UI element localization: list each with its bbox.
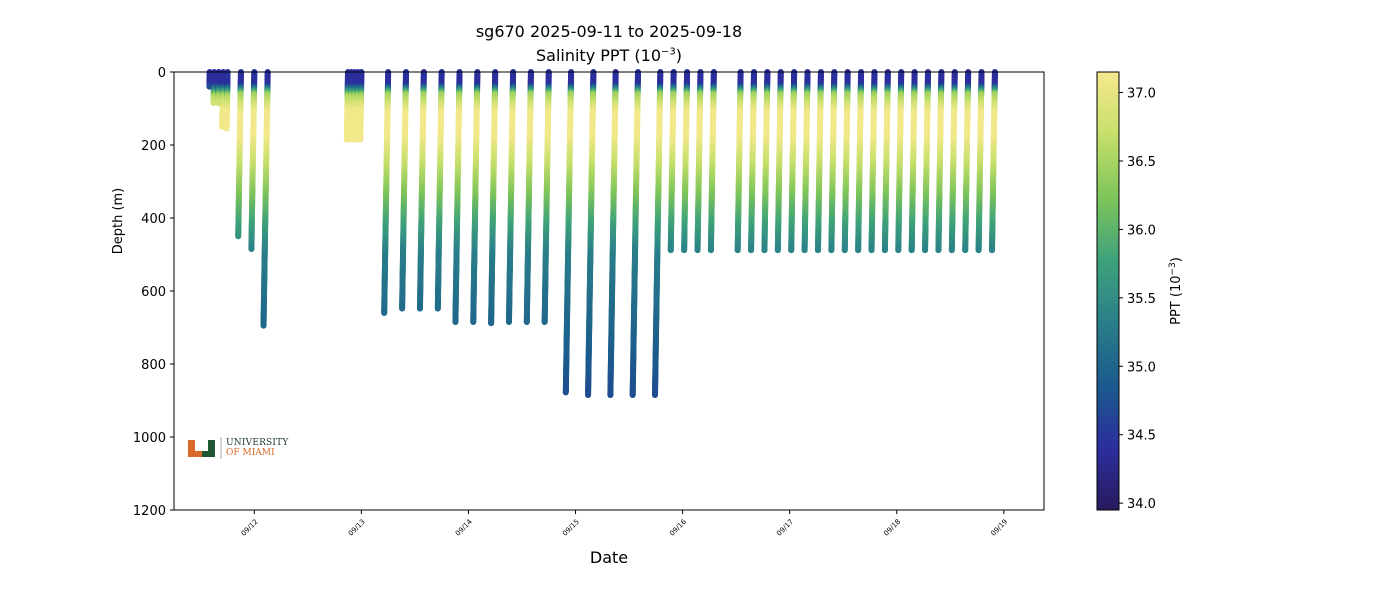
subtitle-prefix: Salinity PPT (10: [535, 46, 662, 65]
dive-profile: [235, 69, 244, 240]
dive-profile: [343, 69, 351, 143]
chart-subtitle: Salinity PPT (10−3): [174, 46, 1044, 65]
dive-profile: [248, 69, 258, 253]
dive-profile: [651, 69, 664, 399]
dive-profile: [667, 69, 677, 254]
dive-profile: [219, 69, 227, 130]
dive-profile: [215, 69, 222, 107]
dive-profile: [681, 69, 691, 254]
dive-profile: [416, 69, 427, 312]
dive-profile: [814, 69, 824, 254]
dive-profile: [694, 69, 704, 254]
dive-profile: [761, 69, 771, 254]
dive-profile: [707, 69, 717, 254]
dive-profile: [748, 69, 757, 254]
dive-profile: [260, 69, 271, 329]
dive-profile: [828, 69, 838, 254]
chart-title: sg670 2025-09-11 to 2025-09-18: [475, 22, 743, 41]
dive-profile: [734, 69, 744, 254]
dive-profile: [505, 69, 517, 326]
dive-profile: [801, 69, 811, 254]
dive-profile: [223, 69, 231, 132]
subtitle-exponent: −3: [661, 46, 676, 58]
dive-profile: [357, 69, 365, 143]
dive-profile: [399, 69, 409, 312]
dive-profile: [774, 69, 784, 254]
dive-profile: [629, 69, 641, 399]
dive-profile: [488, 69, 499, 327]
dive-profile: [541, 69, 552, 326]
dive-profile: [210, 69, 218, 107]
dive-profiles: [206, 69, 998, 399]
dive-profile: [381, 69, 392, 316]
dive-profile: [470, 69, 481, 326]
dive-profile: [350, 69, 358, 143]
dive-profile: [452, 69, 463, 326]
dive-profile: [353, 69, 362, 143]
dive-profile: [607, 69, 619, 399]
dive-profile: [788, 69, 798, 254]
dive-profile: [562, 69, 575, 396]
subtitle-suffix: ): [675, 46, 683, 65]
dive-profile: [434, 69, 445, 312]
dive-profile: [347, 69, 355, 143]
dive-profile: [585, 69, 597, 399]
dive-profile: [523, 69, 534, 326]
